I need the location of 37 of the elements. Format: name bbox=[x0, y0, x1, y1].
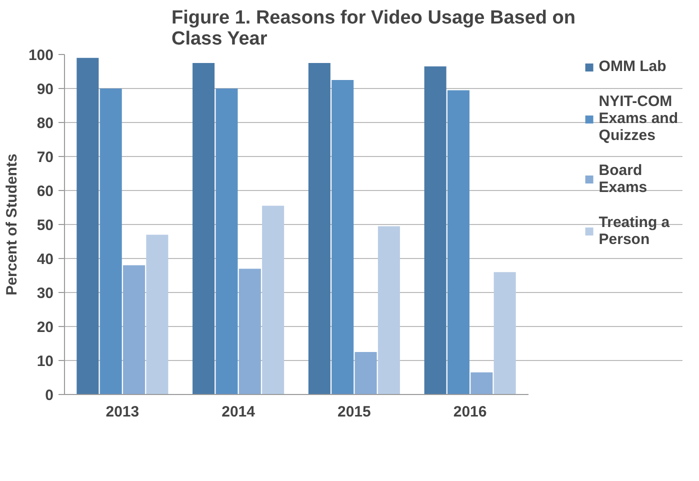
bar bbox=[378, 226, 400, 394]
y-tick-label: 0 bbox=[45, 387, 54, 404]
y-tick-label: 80 bbox=[36, 115, 54, 132]
y-tick-label: 70 bbox=[36, 149, 54, 166]
legend-label: NYIT-COM Exams and Quizzes bbox=[598, 93, 678, 144]
y-tick-label: 10 bbox=[36, 353, 54, 370]
bar bbox=[494, 272, 516, 394]
bar bbox=[238, 268, 261, 394]
bar bbox=[470, 372, 493, 394]
x-tick-label: 2015 bbox=[338, 404, 371, 420]
legend-label: Board Exams bbox=[598, 162, 648, 196]
chart-title: Figure 1. Reasons for Video Usage Based on Class Year bbox=[171, 8, 576, 50]
bar bbox=[216, 88, 238, 394]
bar bbox=[262, 206, 284, 394]
y-tick-label: 60 bbox=[36, 183, 54, 200]
y-tick-label: 90 bbox=[36, 81, 54, 98]
bar bbox=[308, 63, 330, 394]
y-tick-label: 100 bbox=[28, 47, 54, 64]
bar bbox=[332, 80, 354, 394]
y-tick-label: 30 bbox=[36, 285, 54, 302]
bar bbox=[146, 234, 168, 394]
y-axis-title: Percent of Students bbox=[3, 154, 20, 296]
legend-label: Treating a Person bbox=[598, 214, 670, 248]
bar bbox=[447, 90, 470, 394]
bar bbox=[123, 265, 146, 394]
bar bbox=[354, 352, 377, 394]
x-tick-label: 2013 bbox=[106, 404, 140, 420]
y-tick-label: 50 bbox=[36, 217, 54, 234]
y-tick-label: 40 bbox=[36, 251, 54, 268]
bar bbox=[424, 66, 446, 394]
bar bbox=[192, 63, 215, 394]
x-tick-label: 2014 bbox=[222, 404, 256, 420]
y-tick-label: 20 bbox=[36, 319, 54, 336]
bar bbox=[76, 58, 99, 394]
bar bbox=[100, 88, 122, 394]
x-tick-label: 2016 bbox=[453, 404, 487, 420]
legend-label: OMM Lab bbox=[598, 58, 666, 75]
